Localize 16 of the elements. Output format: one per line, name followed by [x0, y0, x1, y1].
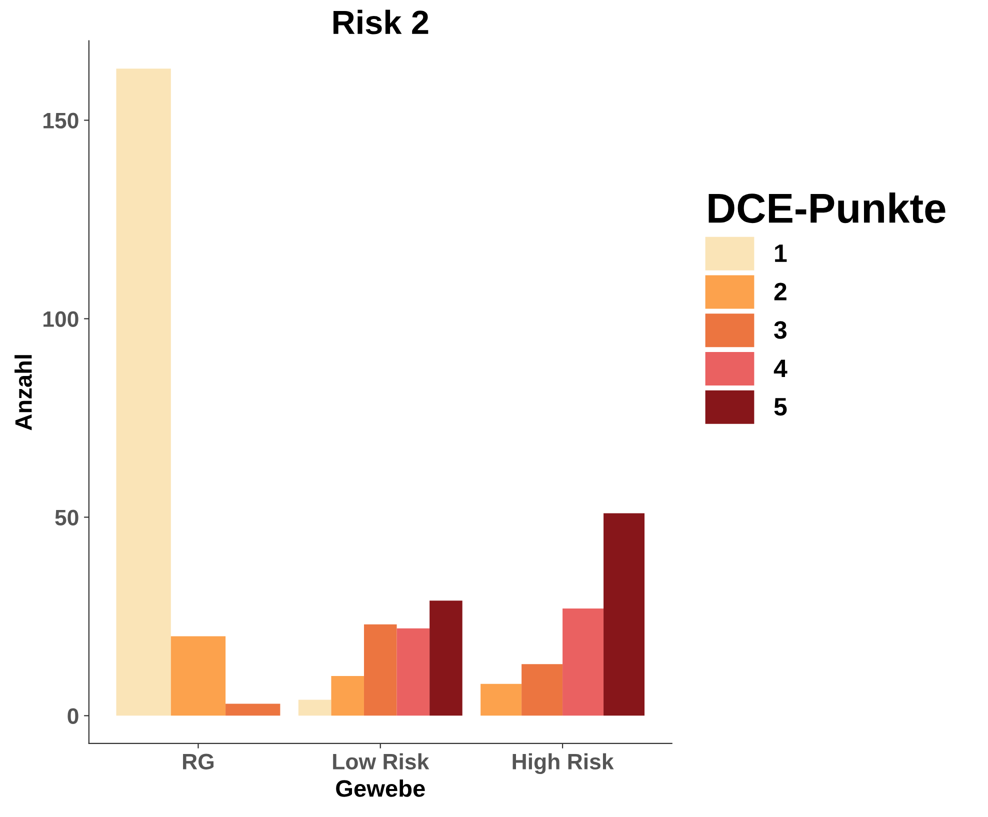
- x-tick-label: Low Risk: [333, 753, 430, 770]
- chart-title: Risk 2: [334, 10, 428, 34]
- y-tick-label: 100: [44, 311, 78, 327]
- y-tick-label: 150: [44, 112, 78, 129]
- y-axis-title: Anzahl: [14, 355, 32, 430]
- y-tick-label: 0: [68, 708, 78, 724]
- legend-label: 4: [774, 360, 788, 377]
- y-tick-label: 50: [55, 510, 78, 526]
- x-tick-label: High Risk: [512, 753, 614, 774]
- legend-label: 5: [774, 398, 787, 416]
- legend-label: 2: [774, 282, 786, 300]
- legend-label: 1: [775, 244, 787, 262]
- x-axis-title: Gewebe: [336, 780, 425, 797]
- legend-label: 3: [774, 321, 786, 339]
- x-tick-label: RG: [183, 754, 214, 770]
- legend-title: DCE-Punkte: [708, 192, 946, 224]
